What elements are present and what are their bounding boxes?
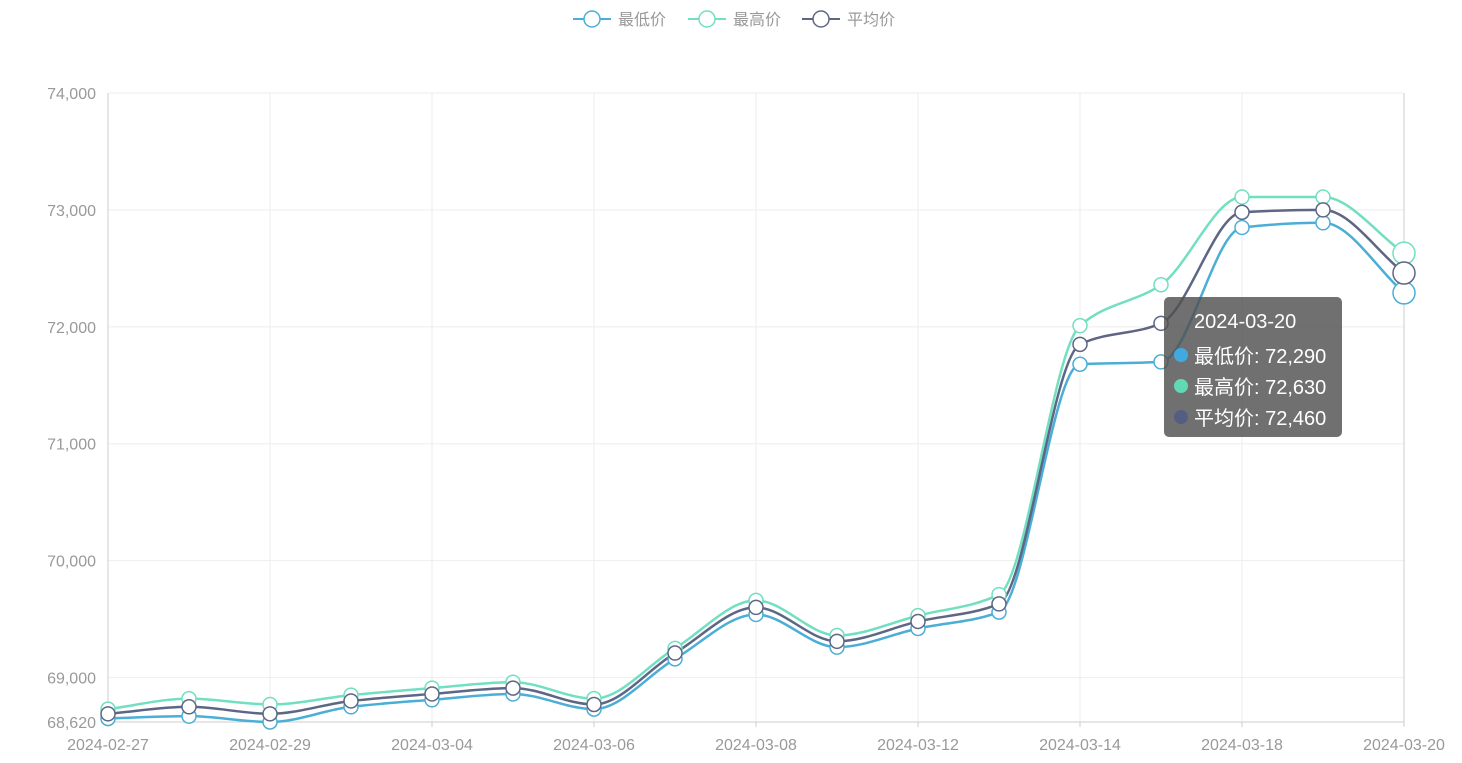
- tooltip-dot-low: [1174, 347, 1188, 362]
- x-tick-label: 2024-03-12: [877, 737, 959, 754]
- data-point-high: [1234, 189, 1250, 205]
- x-tick-label: 2024-03-14: [1039, 737, 1121, 754]
- data-point-avg: [262, 706, 278, 722]
- data-point-low: [1072, 356, 1088, 372]
- data-point-high: [1072, 317, 1088, 334]
- chart-tooltip: 2024-03-20 最低价: 72,290 最高价: 72,630 平均价: …: [1164, 297, 1342, 437]
- x-tick-label: 2024-03-06: [553, 737, 635, 754]
- data-point-avg: [181, 699, 197, 715]
- data-point-avg: [910, 613, 926, 630]
- tooltip-label-low: 最低价: 72,290: [1194, 346, 1327, 368]
- y-tick-label: 70,000: [47, 554, 96, 571]
- legend-label: 最高价: [733, 11, 781, 29]
- data-point-avg: [424, 686, 440, 702]
- data-point-high: [1392, 241, 1416, 265]
- x-tick-label: 2024-02-27: [67, 737, 149, 754]
- data-point-high: [1153, 276, 1169, 293]
- tooltip-label-high: 最高价: 72,630: [1194, 377, 1327, 399]
- legend-marker-icon: [698, 10, 716, 28]
- legend[interactable]: 最低价 最高价 平均价: [573, 10, 895, 29]
- data-point-avg: [1392, 261, 1416, 285]
- data-point-high: [1315, 189, 1331, 205]
- tooltip-dot-avg: [1174, 409, 1188, 424]
- y-tick-label: 73,000: [47, 203, 96, 220]
- data-point-avg: [1234, 204, 1250, 221]
- data-point-avg: [748, 599, 764, 616]
- data-point-avg: [586, 696, 602, 713]
- y-tick-label: 69,000: [47, 671, 96, 688]
- legend-marker-icon: [812, 10, 830, 28]
- data-point-low: [1234, 219, 1250, 236]
- data-point-low: [1315, 215, 1331, 231]
- y-tick-label: 68,620: [47, 715, 96, 732]
- data-point-avg: [991, 596, 1007, 612]
- data-point-low: [1392, 281, 1416, 305]
- data-point-avg: [100, 706, 116, 722]
- x-tick-label: 2024-02-29: [229, 737, 311, 754]
- tooltip-row-avg: 平均价: 72,460: [1174, 401, 1342, 432]
- x-tick-label: 2024-03-04: [391, 737, 473, 754]
- legend-item-low[interactable]: 最低价: [573, 10, 666, 29]
- data-point-avg: [1315, 202, 1331, 218]
- y-axis-labels: 74,000 73,000 72,000 71,000 70,000 69,000 68,6…: [47, 86, 96, 732]
- legend-item-avg[interactable]: 平均价: [802, 10, 895, 29]
- tooltip-row-high: 最高价: 72,630: [1174, 370, 1342, 401]
- y-tick-label: 72,000: [47, 320, 96, 337]
- data-point-avg: [829, 633, 845, 650]
- data-point-avg: [667, 645, 683, 661]
- tooltip-dot-high: [1174, 378, 1188, 393]
- tooltip-title: 2024-03-20: [1194, 311, 1297, 333]
- data-point-avg: [505, 680, 521, 696]
- x-tick-label: 2024-03-20: [1363, 737, 1445, 754]
- legend-marker-icon: [583, 10, 601, 28]
- legend-item-high[interactable]: 最高价: [688, 10, 781, 29]
- tooltip-label-avg: 平均价: 72,460: [1194, 408, 1327, 430]
- y-tick-label: 71,000: [47, 437, 96, 454]
- data-point-avg: [1072, 336, 1088, 353]
- legend-label: 最低价: [618, 11, 666, 29]
- legend-label: 平均价: [847, 11, 895, 29]
- x-axis-labels: 2024-02-27 2024-02-29 2024-03-04 2024-03-06…: [67, 737, 1445, 754]
- y-tick-label: 74,000: [47, 86, 96, 103]
- x-tick-label: 2024-03-18: [1201, 737, 1283, 754]
- x-tick-label: 2024-03-08: [715, 737, 797, 754]
- data-point-avg: [343, 693, 359, 709]
- series-line-high: [107, 195, 1405, 711]
- tooltip-row-low: 最低价: 72,290: [1174, 339, 1342, 370]
- series-points: [100, 189, 1416, 730]
